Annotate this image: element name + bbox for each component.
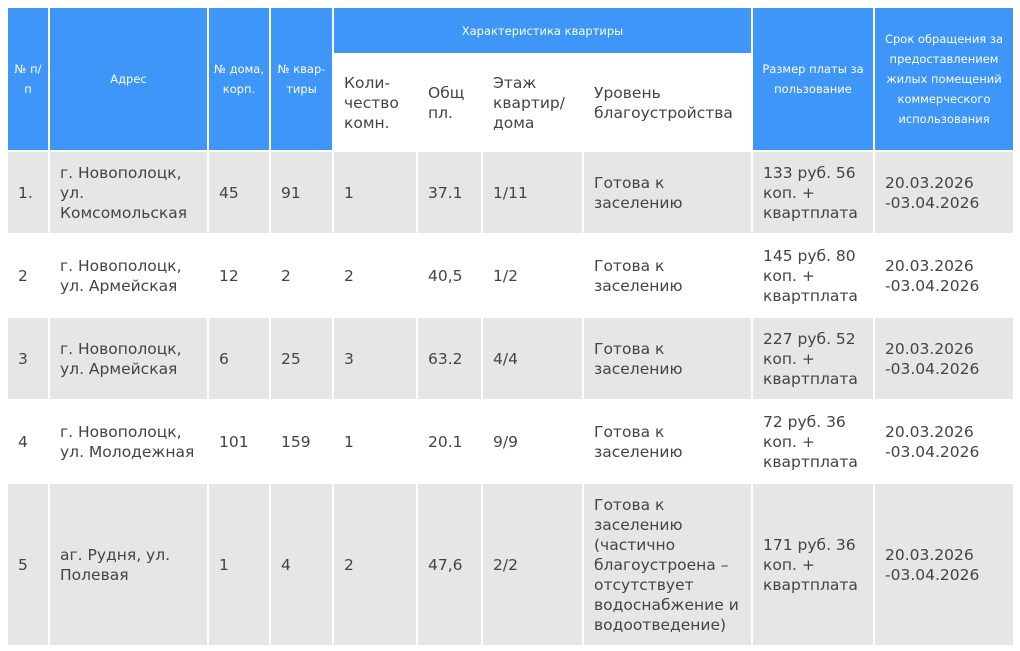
cell-term: 20.03.2026 -03.04.2026 [875, 235, 1013, 316]
header-address: Адрес [50, 8, 207, 150]
cell-level: Готова к заселению [584, 235, 751, 316]
cell-fee: 133 руб. 56 коп. + квартплата [753, 152, 873, 233]
cell-fee: 227 руб. 52 коп. + квартплата [753, 318, 873, 399]
cell-floor: 9/9 [483, 401, 582, 482]
header-level: Уровень благоустройства [584, 55, 751, 150]
cell-term: 20.03.2026 -03.04.2026 [875, 484, 1013, 645]
cell-area: 37.1 [418, 152, 481, 233]
cell-address: аг. Рудня, ул. Полевая [50, 484, 207, 645]
cell-rooms: 1 [334, 152, 416, 233]
table-row: 4 г. Новополоцк, ул. Молодежная 101 159 1 20.… [8, 401, 1013, 482]
header-num: № п/п [8, 8, 48, 150]
cell-flat: 2 [271, 235, 332, 316]
cell-num: 2 [8, 235, 48, 316]
cell-fee: 171 руб. 36 коп. + квартплата [753, 484, 873, 645]
cell-area: 20.1 [418, 401, 481, 482]
cell-term: 20.03.2026 -03.04.2026 [875, 318, 1013, 399]
cell-num: 3 [8, 318, 48, 399]
cell-address: г. Новополоцк, ул. Армейская [50, 318, 207, 399]
cell-rooms: 2 [334, 484, 416, 645]
header-characteristics: Характеристика квартиры [334, 8, 751, 53]
table-row: 5 аг. Рудня, ул. Полевая 1 4 2 47,6 2/2 Готова … [8, 484, 1013, 645]
cell-fee: 145 руб. 80 коп. + квартплата [753, 235, 873, 316]
cell-floor: 4/4 [483, 318, 582, 399]
cell-address: г. Новополоцк, ул. Молодежная [50, 401, 207, 482]
cell-house: 101 [209, 401, 269, 482]
cell-address: г. Новополоцк, ул. Армейская [50, 235, 207, 316]
cell-level: Готова к заселению [584, 318, 751, 399]
header-house: № дома, корп. [209, 8, 269, 150]
cell-num: 1. [8, 152, 48, 233]
cell-area: 40,5 [418, 235, 481, 316]
cell-term: 20.03.2026 -03.04.2026 [875, 152, 1013, 233]
cell-fee: 72 руб. 36 коп. + квартплата [753, 401, 873, 482]
apartments-table: № п/п Адрес № дома, корп. № квар-тиры Ха… [6, 6, 1015, 647]
cell-floor: 1/2 [483, 235, 582, 316]
cell-area: 63.2 [418, 318, 481, 399]
cell-flat: 25 [271, 318, 332, 399]
cell-level: Готова к заселению [584, 401, 751, 482]
cell-flat: 159 [271, 401, 332, 482]
cell-floor: 2/2 [483, 484, 582, 645]
cell-address: г. Новополоцк, ул. Комсомольская [50, 152, 207, 233]
cell-num: 5 [8, 484, 48, 645]
table-row: 3 г. Новополоцк, ул. Армейская 6 25 3 63.2 4/4… [8, 318, 1013, 399]
cell-area: 47,6 [418, 484, 481, 645]
cell-house: 6 [209, 318, 269, 399]
cell-flat: 91 [271, 152, 332, 233]
header-fee: Размер платы за пользование [753, 8, 873, 150]
table-row: 2 г. Новополоцк, ул. Армейская 12 2 2 40,5 1/2… [8, 235, 1013, 316]
cell-rooms: 2 [334, 235, 416, 316]
cell-rooms: 3 [334, 318, 416, 399]
header-term: Срок обращения за предоставлением жилых … [875, 8, 1013, 150]
cell-level: Готова к заселению [584, 152, 751, 233]
header-rooms: Коли-чество комн. [334, 55, 416, 150]
cell-rooms: 1 [334, 401, 416, 482]
header-area: Общ пл. [418, 55, 481, 150]
cell-floor: 1/11 [483, 152, 582, 233]
header-flat: № квар-тиры [271, 8, 332, 150]
cell-house: 12 [209, 235, 269, 316]
cell-house: 1 [209, 484, 269, 645]
cell-num: 4 [8, 401, 48, 482]
cell-level: Готова к заселению (частично благоустрое… [584, 484, 751, 645]
header-floor: Этаж квартир/ дома [483, 55, 582, 150]
table-row: 1. г. Новополоцк, ул. Комсомольская 45 91 1 3… [8, 152, 1013, 233]
cell-flat: 4 [271, 484, 332, 645]
cell-house: 45 [209, 152, 269, 233]
cell-term: 20.03.2026 -03.04.2026 [875, 401, 1013, 482]
